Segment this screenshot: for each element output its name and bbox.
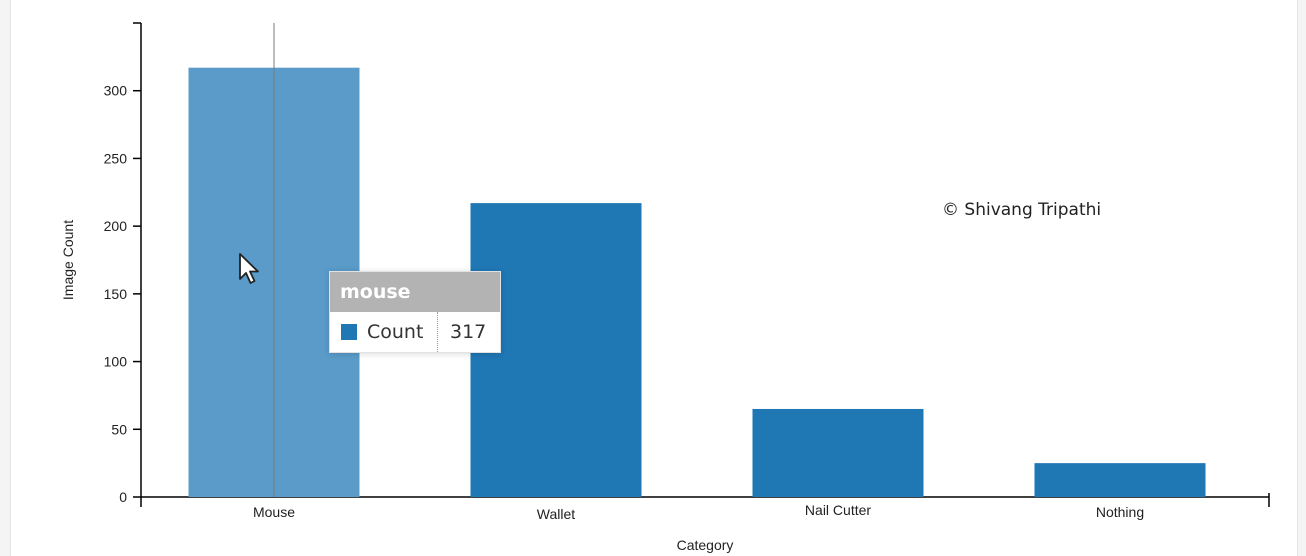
x-tick-label: Mouse [253,504,295,520]
y-tick-label: 0 [119,489,127,505]
mouse-pointer-icon [239,253,259,284]
y-tick-label: 300 [104,83,128,99]
y-tick-label: 100 [104,354,128,370]
y-axis-title: Image Count [60,220,76,300]
x-tick-label: Nail Cutter [805,502,871,518]
tooltip-series-label: Count [367,312,438,352]
x-axis: Mouse Wallet Nail Cutter Nothing [140,493,1270,522]
copyright-annotation: © Shivang Tripathi [942,200,1101,220]
tooltip-series-swatch [341,324,357,340]
y-tick-label: 250 [104,150,128,166]
y-tick-label: 150 [104,286,128,302]
bar-nothing[interactable] [1034,463,1206,497]
x-tick-label: Wallet [537,506,575,522]
y-axis: 0 50 100 150 200 250 300 [104,22,142,505]
chart-card: 0 50 100 150 200 250 300 Mouse Wallet Nail Cutte… [10,0,1298,556]
tooltip-row: Count 317 [330,312,500,352]
bar-chart: 0 50 100 150 200 250 300 Mouse Wallet Nail Cutte… [60,22,1270,553]
tooltip-title: mouse [330,272,500,312]
x-axis-title: Category [677,537,734,553]
bar-nail-cutter[interactable] [752,408,924,497]
y-tick-label: 50 [111,421,127,437]
x-tick-label: Nothing [1096,504,1144,520]
y-tick-label: 200 [104,218,128,234]
tooltip-value: 317 [450,321,487,343]
bar-tooltip: mouse Count 317 [329,271,501,353]
